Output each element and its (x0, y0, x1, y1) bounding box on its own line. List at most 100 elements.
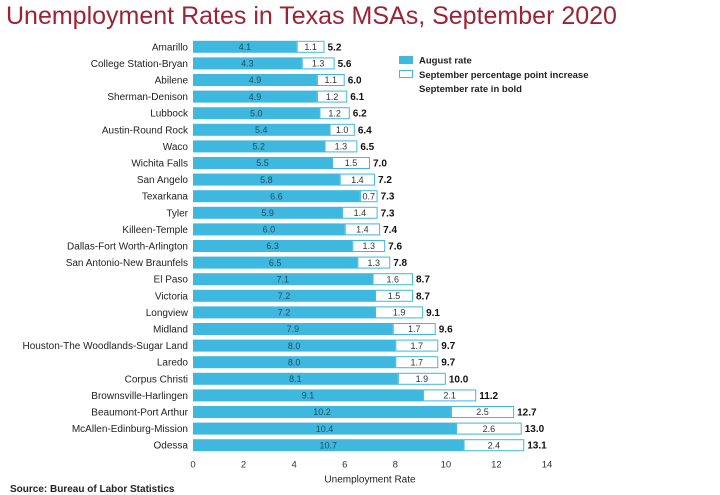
category-label: San Angelo (137, 175, 189, 186)
september-total-label: 9.1 (426, 308, 440, 319)
x-tick-label: 14 (542, 460, 553, 471)
increase-value-label: 2.1 (443, 391, 456, 401)
category-label: Dallas-Fort Worth-Arlington (67, 242, 188, 253)
category-label: Texarkana (142, 192, 189, 203)
bar-august (193, 289, 376, 302)
bar-august (193, 206, 343, 219)
bar-increase (450, 406, 515, 418)
legend-note-bold: bold (502, 84, 522, 95)
bar-august (193, 389, 424, 402)
september-total-label: 6.4 (358, 125, 372, 136)
bar-august (193, 256, 358, 269)
bar-increase (344, 223, 381, 236)
category-label: McAllen-Edinburg-Mission (72, 424, 188, 435)
august-value-label: 8.0 (288, 341, 301, 351)
bar-august (193, 57, 302, 70)
x-tick-label: 12 (491, 460, 502, 471)
source-note: Source: Bureau of Labor Statistics (10, 484, 175, 495)
bar-august (193, 223, 345, 236)
august-value-label: 4.9 (249, 75, 262, 85)
increase-value-label: 1.3 (312, 59, 325, 69)
bar-increase (342, 206, 378, 219)
bar-august (193, 356, 396, 369)
category-label: El Paso (154, 275, 189, 286)
bar-increase (316, 90, 348, 103)
category-label: Longview (146, 308, 189, 319)
category-label: Midland (153, 325, 188, 336)
increase-value-label: 1.7 (408, 324, 421, 334)
category-label: Amarillo (152, 42, 189, 53)
august-value-label: 10.2 (313, 407, 331, 417)
august-value-label: 5.0 (250, 108, 263, 118)
september-total-label: 6.2 (353, 109, 367, 120)
bar-increase (395, 339, 439, 352)
august-value-label: 8.1 (289, 374, 302, 384)
increase-value-label: 1.5 (345, 158, 358, 168)
labels-layer: Amarillo 4.1 1.1 5.2 College Station-Bryan 4.… (23, 42, 548, 452)
x-tick-label: 8 (393, 460, 398, 471)
category-label: Corpus Christi (125, 374, 188, 385)
bar-august (193, 90, 317, 103)
bar-august (193, 107, 320, 120)
bar-august (193, 157, 333, 169)
bar-increase (319, 107, 350, 120)
category-label: Waco (163, 142, 189, 153)
bars-layer (193, 40, 525, 452)
september-total-label: 7.4 (383, 225, 397, 236)
bar-august (193, 439, 464, 452)
bar-increase (359, 190, 378, 203)
bar-increase (352, 240, 386, 252)
september-total-label: 7.0 (373, 159, 387, 170)
september-total-label: 7.2 (378, 175, 392, 186)
september-total-label: 5.6 (338, 59, 352, 70)
increase-value-label: 1.9 (416, 374, 429, 384)
august-value-label: 7.2 (278, 291, 291, 301)
legend-swatch-august (399, 56, 413, 64)
september-total-label: 6.0 (348, 76, 362, 87)
august-value-label: 7.1 (277, 274, 290, 284)
august-value-label: 5.5 (256, 158, 269, 168)
category-label: Austin-Round Rock (102, 125, 189, 136)
september-total-label: 6.5 (360, 142, 374, 153)
bar-increase (455, 422, 522, 435)
increase-value-label: 1.2 (328, 108, 341, 118)
bar-increase (375, 306, 424, 319)
legend-swatch-increase (399, 70, 413, 78)
august-value-label: 7.9 (287, 324, 300, 334)
bar-increase (395, 356, 439, 369)
september-total-label: 8.7 (416, 291, 430, 302)
bar-august (193, 339, 396, 352)
category-label: Beaumont-Port Arthur (91, 408, 188, 419)
august-value-label: 5.2 (252, 142, 265, 152)
august-value-label: 10.7 (320, 440, 338, 450)
x-axis: 0 2 4 6 8 10 12 14 Unemployment Rate (190, 460, 552, 486)
increase-value-label: 0.7 (362, 191, 375, 201)
category-label: Sherman-Denison (107, 92, 188, 103)
increase-value-label: 1.5 (388, 291, 401, 301)
august-value-label: 4.1 (239, 42, 252, 52)
bar-august (193, 372, 398, 385)
september-total-label: 5.2 (327, 42, 341, 53)
category-label: Brownsville-Harlingen (91, 391, 188, 402)
september-total-label: 7.6 (388, 242, 402, 253)
chart-title: Unemployment Rates in Texas MSAs, Septem… (6, 2, 617, 30)
category-label: Lubbock (150, 109, 189, 120)
category-label: Laredo (157, 358, 189, 369)
increase-value-label: 1.3 (335, 142, 348, 152)
increase-value-label: 2.5 (476, 407, 489, 417)
august-value-label: 8.0 (288, 357, 301, 367)
category-label: Victoria (155, 291, 189, 302)
bar-increase (397, 372, 446, 385)
september-total-label: 9.7 (441, 358, 455, 369)
category-label: College Station-Bryan (91, 59, 188, 70)
september-total-label: 6.1 (350, 92, 364, 103)
increase-value-label: 1.4 (356, 225, 369, 235)
bar-august (193, 40, 297, 53)
september-total-label: 13.0 (525, 424, 545, 435)
september-total-label: 9.6 (439, 325, 453, 336)
september-total-label: 12.7 (517, 408, 537, 419)
bar-august (193, 323, 393, 335)
increase-value-label: 1.6 (386, 274, 399, 284)
legend-label-august: August rate (419, 56, 472, 67)
